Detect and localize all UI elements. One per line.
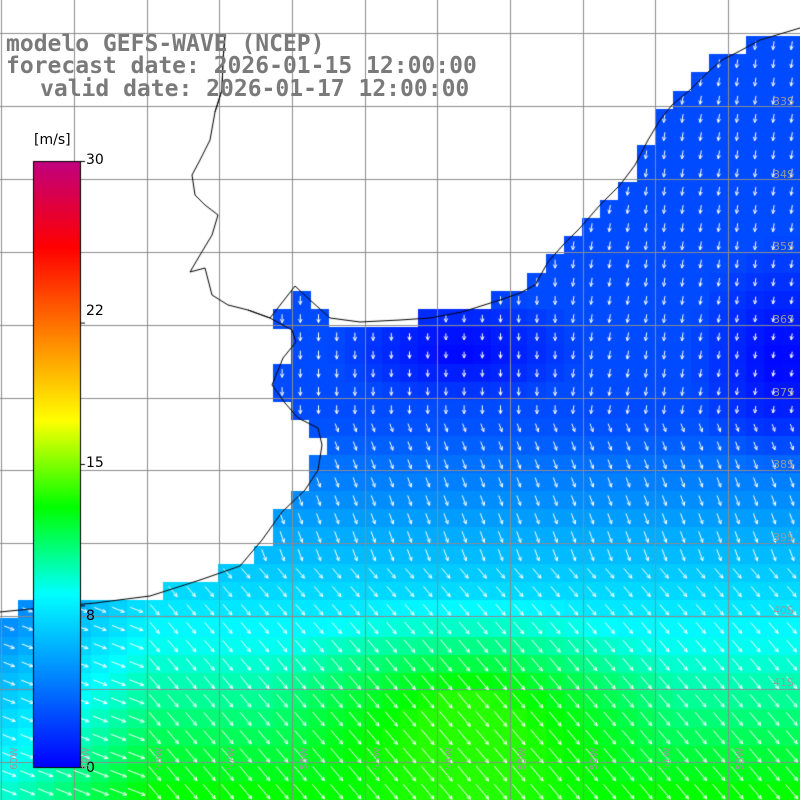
lat-label-34s: 34S — [773, 168, 794, 181]
lat-label-37s: 37S — [773, 386, 794, 399]
lat-label-36s: 36S — [773, 313, 794, 326]
colorbar-tick-0: 0 — [86, 760, 95, 776]
lat-label-40s: 40S — [773, 604, 794, 617]
forecast-date: forecast date: 2026-01-15 12:00:00 — [6, 53, 477, 79]
lat-label-35s: 35S — [773, 240, 794, 253]
colorbar-tick-15: 15 — [86, 455, 104, 471]
lon-label-55w: 55W — [372, 747, 383, 770]
colorbar-tick-8: 8 — [86, 608, 95, 624]
lat-label-41s: 41S — [773, 676, 794, 689]
lon-label-59w: 59W — [81, 747, 92, 770]
lat-label-33s: 33S — [773, 95, 794, 108]
model-title: modelo GEFS-WAVE (NCEP) — [6, 31, 325, 57]
lon-label-60w: 60W — [9, 747, 20, 770]
lon-label-58w: 58W — [154, 747, 165, 770]
lon-label-54w: 54W — [444, 747, 455, 770]
lon-label-52w: 52W — [589, 747, 600, 770]
colorbar-tick-22: 22 — [86, 303, 104, 319]
lon-label-51w: 51W — [662, 747, 673, 770]
lon-label-56w: 56W — [299, 747, 310, 770]
lon-label-53w: 53W — [517, 747, 528, 770]
lon-label-57w: 57W — [226, 747, 237, 770]
colorbar-unit: [m/s] — [34, 132, 71, 148]
valid-date: valid date: 2026-01-17 12:00:00 — [40, 76, 470, 102]
lat-label-38s: 38S — [773, 458, 794, 471]
colorbar-tick-30: 30 — [86, 152, 104, 168]
lat-label-39s: 39S — [773, 531, 794, 544]
lon-label-50w: 50W — [735, 747, 746, 770]
